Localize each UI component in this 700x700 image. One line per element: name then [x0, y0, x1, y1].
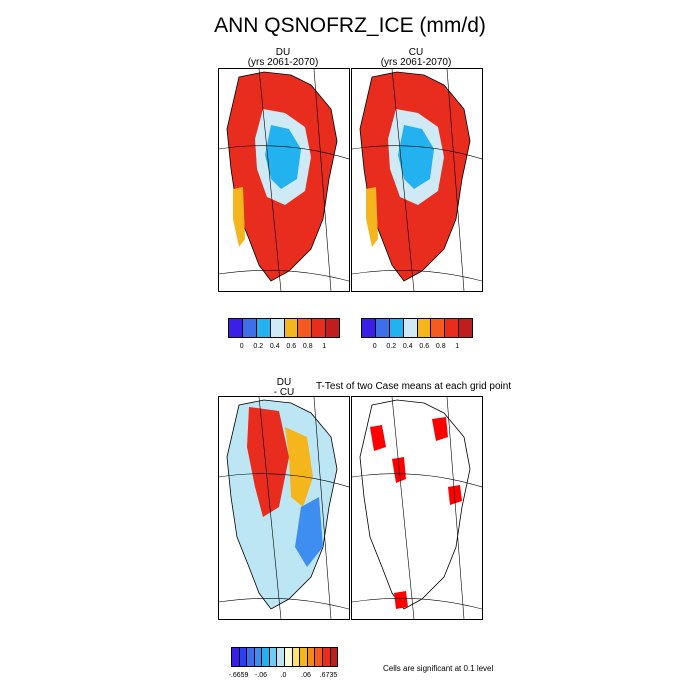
colorbar-tick-label: 0.6 [286, 343, 297, 350]
du-label: DU [275, 47, 291, 58]
difference-low-zone [295, 497, 323, 567]
colorbar-swatch [431, 319, 446, 337]
ttest-map-panel [351, 396, 483, 620]
colorbar-swatch [307, 648, 316, 666]
colorbar-tick-label: 0.6 [419, 343, 430, 350]
colorbar-swatch [403, 319, 418, 337]
colorbar-swatch [315, 648, 323, 666]
graticule [219, 397, 349, 619]
diff-line2: - CU [273, 387, 295, 398]
du-panel-title: DU (yrs 2061-2070) [218, 48, 348, 68]
cu-map [352, 69, 482, 291]
colorbar-swatch [362, 319, 376, 337]
graticule [219, 69, 349, 291]
significance-note: Cells are significant at 0.1 level [383, 664, 494, 673]
difference-mid-zone [285, 427, 313, 507]
graticule [352, 397, 482, 619]
colorbar-swatch [300, 648, 308, 666]
colorbar-swatch [242, 319, 257, 337]
interior-low-zone [398, 125, 434, 189]
du-colorbar [228, 318, 340, 338]
difference-map [219, 397, 349, 619]
colorbar-swatch [298, 319, 313, 337]
colorbar-swatch [326, 319, 339, 337]
diff-line1: DU [276, 377, 292, 388]
colorbar-swatch [277, 648, 286, 666]
colorbar-tick-label: 1 [322, 343, 327, 350]
ttest-title: T-Test of two Case means at each grid po… [316, 381, 512, 392]
colorbar-swatch [232, 648, 240, 666]
colorbar-tick-label: 0.8 [302, 343, 313, 350]
colorbar-swatch [312, 319, 327, 337]
cu-label: CU [408, 47, 424, 58]
colorbar-swatch [284, 319, 299, 337]
colorbar-tick-label: .6735 [319, 672, 338, 679]
ttest-map [352, 397, 482, 619]
colorbar-tick-label: .06 [301, 672, 311, 679]
du-colorbar-labels: 0 0.2 0.4 0.6 0.8 1 [228, 343, 338, 353]
colorbar-swatch [270, 319, 285, 337]
figure-title: ANN QSNOFRZ_ICE (mm/d) [214, 14, 486, 37]
colorbar-tick-label: 0.2 [386, 343, 397, 350]
colorbar-swatch [292, 648, 301, 666]
colorbar-tick-label: 0.4 [402, 343, 413, 350]
coastal-mid-zone [366, 187, 378, 247]
colorbar-swatch [254, 648, 263, 666]
colorbar-swatch [459, 319, 472, 337]
colorbar-tick-label: -.06 [254, 672, 268, 679]
interior-low-zone [265, 125, 301, 189]
du-years: (yrs 2061-2070) [247, 57, 319, 68]
colorbar-tick-label: 0.2 [253, 343, 264, 350]
colorbar-tick-label: 0 [372, 343, 377, 350]
graticule [352, 69, 482, 291]
colorbar-tick-label: -.6659 [228, 672, 249, 679]
colorbar-swatch [389, 319, 404, 337]
cu-map-panel [351, 68, 483, 292]
colorbar-swatch [322, 648, 331, 666]
colorbar-swatch [417, 319, 432, 337]
cu-colorbar-labels: 0 0.2 0.4 0.6 0.8 1 [361, 343, 471, 353]
du-map [219, 69, 349, 291]
cu-colorbar [361, 318, 473, 338]
colorbar-swatch [445, 319, 460, 337]
cu-panel-title: CU (yrs 2061-2070) [351, 48, 481, 68]
colorbar-tick-label: 0 [239, 343, 244, 350]
colorbar-swatch [330, 648, 338, 666]
greenland-outline [359, 399, 471, 610]
colorbar-swatch [285, 648, 293, 666]
du-map-panel [218, 68, 350, 292]
colorbar-swatch [229, 319, 243, 337]
colorbar-tick-label: .0 [280, 672, 287, 679]
cu-years: (yrs 2061-2070) [380, 57, 452, 68]
difference-colorbar [231, 647, 338, 667]
difference-high-zone [247, 407, 289, 517]
colorbar-swatch [262, 648, 270, 666]
colorbar-tick-label: 0.8 [435, 343, 446, 350]
colorbar-swatch [247, 648, 255, 666]
difference-colorbar-labels: -.6659 -.06 .0 .06 .6735 [228, 672, 338, 682]
colorbar-tick-label: 1 [455, 343, 460, 350]
colorbar-swatch [239, 648, 248, 666]
significant-cells [370, 417, 462, 609]
colorbar-swatch [269, 648, 278, 666]
colorbar-swatch [256, 319, 271, 337]
difference-map-panel [218, 396, 350, 620]
colorbar-swatch [375, 319, 390, 337]
coastal-mid-zone [233, 187, 245, 247]
diff-panel-title: DU - CU [262, 378, 306, 398]
colorbar-tick-label: 0.4 [269, 343, 280, 350]
